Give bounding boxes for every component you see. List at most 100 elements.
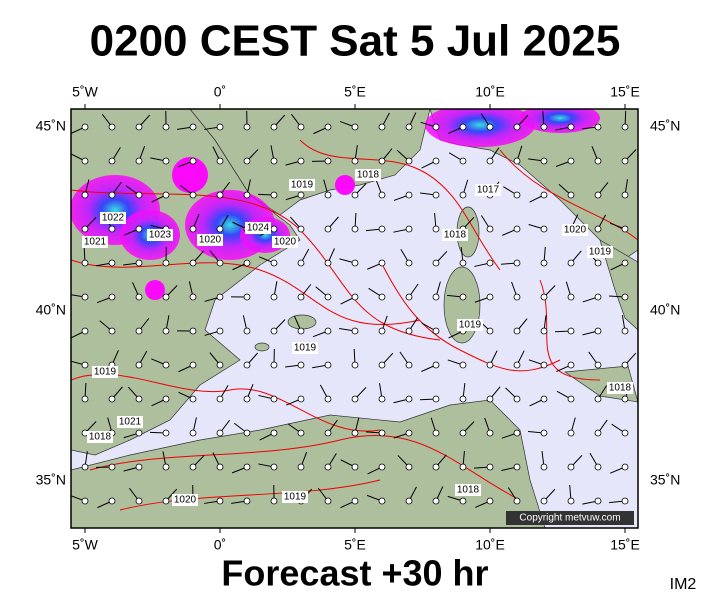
station (513, 157, 521, 165)
station (297, 259, 305, 267)
station (621, 361, 629, 369)
station (135, 395, 143, 403)
station (297, 225, 305, 233)
isobar-label: 1019 (284, 492, 307, 503)
isobar-label-bg (475, 184, 501, 196)
station (243, 463, 251, 471)
station (81, 123, 89, 131)
station (486, 327, 494, 335)
station (270, 123, 278, 131)
station (540, 123, 548, 131)
station (405, 361, 413, 369)
station (432, 293, 440, 301)
station (135, 429, 143, 437)
station (135, 293, 143, 301)
station (270, 497, 278, 505)
title: 0200 CEST Sat 5 Jul 2025 (90, 17, 621, 66)
isobar-label-bg (197, 234, 223, 246)
station (594, 463, 602, 471)
station (540, 361, 548, 369)
station (135, 191, 143, 199)
station (189, 463, 197, 471)
isobar-label: 1018 (89, 432, 112, 443)
station (81, 497, 89, 505)
station (594, 429, 602, 437)
station (351, 429, 359, 437)
station (513, 191, 521, 199)
station (108, 157, 116, 165)
station (432, 463, 440, 471)
isobar-label: 1020 (199, 235, 222, 246)
station (459, 361, 467, 369)
station (540, 157, 548, 165)
station (297, 327, 305, 335)
station (216, 293, 224, 301)
isobar-label: 1019 (459, 320, 482, 331)
station (324, 259, 332, 267)
station (405, 191, 413, 199)
station (459, 259, 467, 267)
isobar-label: 1018 (444, 230, 467, 241)
station (513, 225, 521, 233)
station (567, 293, 575, 301)
station (459, 157, 467, 165)
station (540, 327, 548, 335)
station (81, 225, 89, 233)
lon-label-bottom: 10˚E (475, 537, 505, 553)
image-code: IM2 (670, 576, 697, 593)
station (432, 157, 440, 165)
station (378, 429, 386, 437)
isobar-label: 1020 (174, 495, 197, 506)
isobar-label-bg (100, 212, 126, 224)
station (189, 157, 197, 165)
station (270, 327, 278, 335)
station (513, 123, 521, 131)
isobar-label-bg (245, 222, 271, 234)
lat-label-right: 40˚N (650, 302, 680, 318)
isobar-label-bg (607, 382, 633, 394)
station (351, 157, 359, 165)
station (486, 395, 494, 403)
station (621, 259, 629, 267)
station (486, 361, 494, 369)
station (405, 293, 413, 301)
station (351, 225, 359, 233)
station (351, 361, 359, 369)
isobar-label-bg (355, 169, 381, 181)
isobar-label: 1017 (477, 185, 500, 196)
station (486, 463, 494, 471)
station (513, 463, 521, 471)
station (189, 395, 197, 403)
station (567, 395, 575, 403)
station (459, 497, 467, 505)
station (351, 395, 359, 403)
station (108, 497, 116, 505)
station (567, 497, 575, 505)
station (216, 157, 224, 165)
station (621, 157, 629, 165)
station (621, 395, 629, 403)
station (135, 259, 143, 267)
station (108, 123, 116, 131)
station (189, 123, 197, 131)
isobar-label-bg (562, 224, 588, 236)
isobar-label: 1018 (457, 485, 480, 496)
station (81, 293, 89, 301)
station (270, 259, 278, 267)
station (486, 429, 494, 437)
station (270, 395, 278, 403)
station (378, 293, 386, 301)
isobar-label-bg (289, 179, 315, 191)
isobar-label-bg (92, 366, 118, 378)
station (621, 463, 629, 471)
station (108, 191, 116, 199)
isobar-label-bg (282, 491, 308, 503)
station (108, 327, 116, 335)
station (270, 429, 278, 437)
station (540, 429, 548, 437)
station (324, 157, 332, 165)
station (243, 497, 251, 505)
station (135, 123, 143, 131)
station (540, 259, 548, 267)
station (189, 429, 197, 437)
